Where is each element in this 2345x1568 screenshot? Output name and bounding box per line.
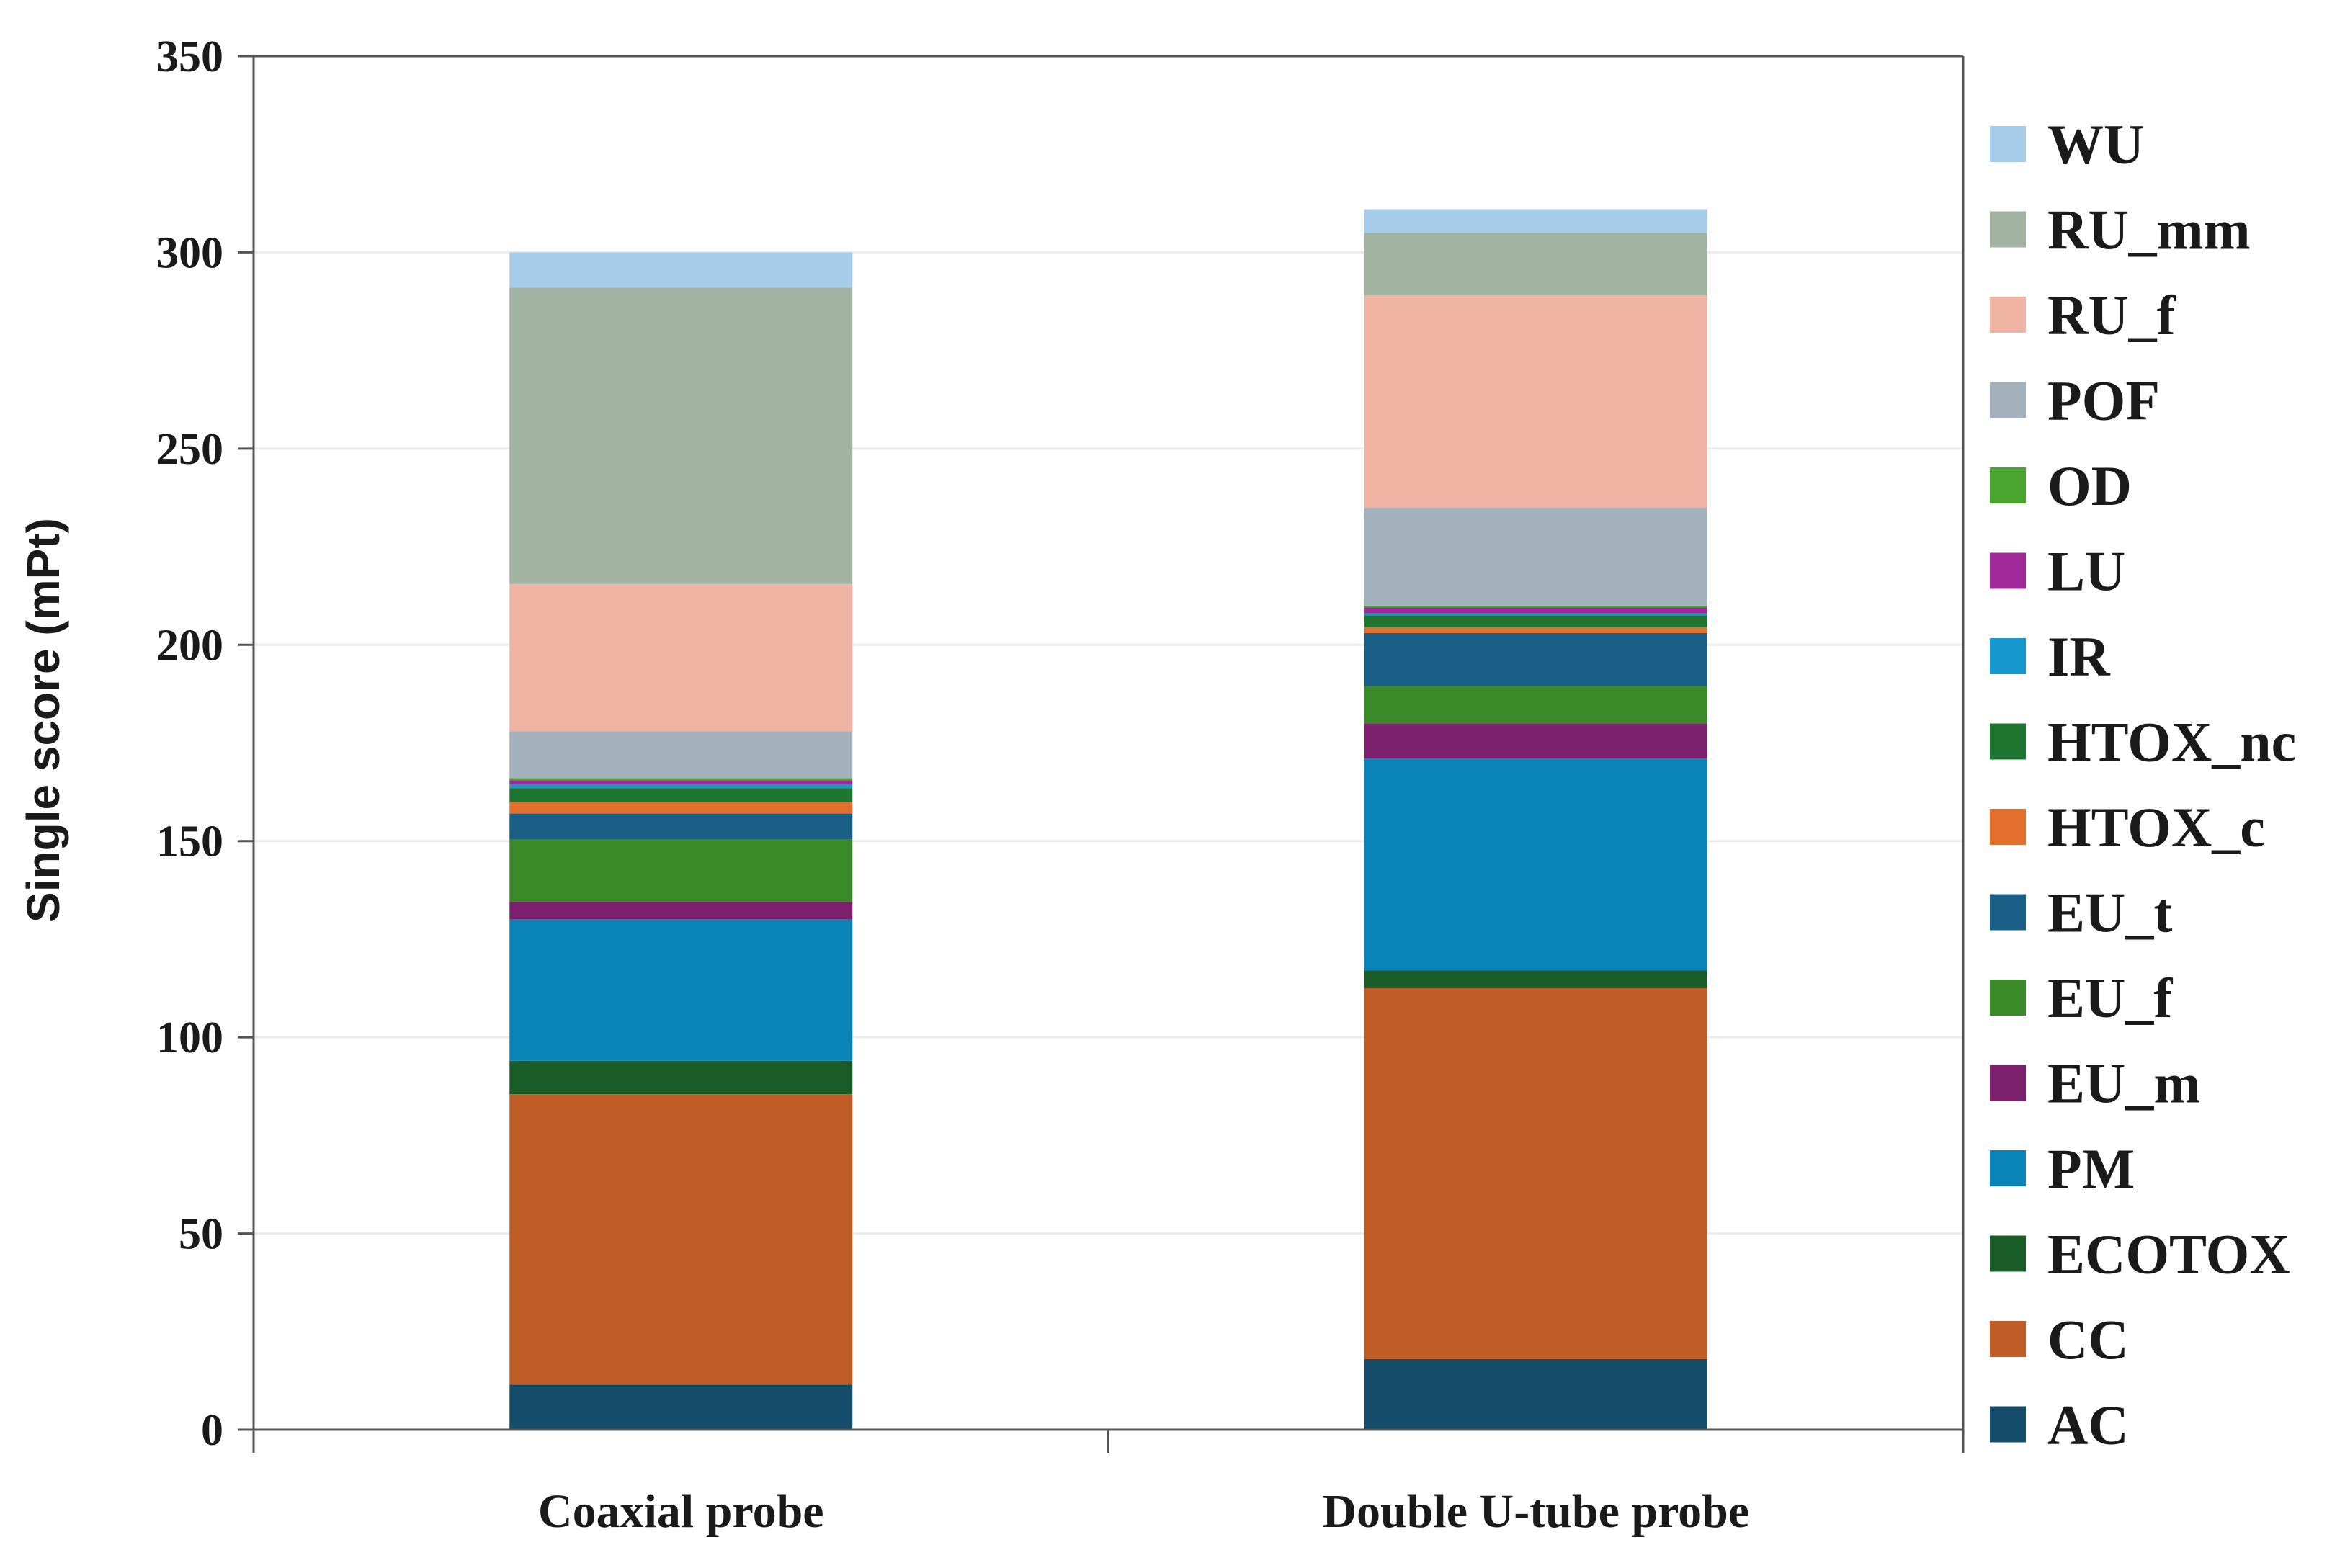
bar-segment-ir-1 <box>1364 613 1707 616</box>
legend-swatch-ecotox <box>1990 1235 2026 1272</box>
legend-label-pof: POF <box>2047 369 2160 432</box>
legend-label-pm: PM <box>2047 1137 2135 1200</box>
legend-label-htox_nc: HTOX_nc <box>2047 711 2296 774</box>
legend-swatch-wu <box>1990 126 2026 162</box>
bar-segment-eu_t-1 <box>1364 632 1707 686</box>
y-tick-label-350: 350 <box>156 32 223 81</box>
legend-label-ru_mm: RU_mm <box>2047 199 2251 261</box>
legend-label-eu_m: EU_m <box>2047 1052 2200 1115</box>
legend-swatch-eu_m <box>1990 1065 2026 1101</box>
bar-segment-ru_f-1 <box>1364 295 1707 508</box>
legend-label-ru_f: RU_f <box>2047 284 2176 346</box>
y-axis-tick-labels: 0 50 100 150 200 250 300 350 <box>156 32 223 1455</box>
bar-segment-ru_f-0 <box>509 583 853 732</box>
axes <box>238 55 1965 1453</box>
bar-segment-eu_t-0 <box>509 813 853 839</box>
bar-segment-eu_m-1 <box>1364 723 1707 759</box>
bar-segment-lu-1 <box>1364 607 1707 614</box>
bar-segment-pm-1 <box>1364 758 1707 971</box>
bar-segment-ru_mm-0 <box>509 287 853 584</box>
bar-segment-htox_nc-0 <box>509 788 853 802</box>
bar-segment-od-1 <box>1364 605 1707 608</box>
bar-segment-cc-1 <box>1364 988 1707 1359</box>
bar-segment-ecotox-0 <box>509 1060 853 1095</box>
bar-segment-od-0 <box>509 778 853 781</box>
legend-label-ecotox: ECOTOX <box>2047 1223 2290 1286</box>
bar-segment-htox_c-0 <box>509 802 853 814</box>
x-category-label-0: Coaxial probe <box>538 1485 824 1538</box>
legend: WU RU_mm RU_f POF OD LU IR HTOX_nc HTOX_c EU_t EU_… <box>1990 113 2296 1456</box>
legend-label-eu_t: EU_t <box>2047 882 2172 944</box>
bar-segment-wu-1 <box>1364 209 1707 233</box>
bar-segment-ac-1 <box>1364 1358 1707 1430</box>
x-category-label-1: Double U-tube probe <box>1322 1485 1749 1538</box>
bar-segment-pof-1 <box>1364 507 1707 606</box>
y-tick-label-50: 50 <box>179 1210 223 1259</box>
legend-label-ir: IR <box>2047 625 2111 688</box>
bar-segment-ecotox-1 <box>1364 970 1707 989</box>
legend-swatch-pof <box>1990 382 2026 418</box>
bar-segment-ac-0 <box>509 1384 853 1430</box>
bar-segment-htox_c-1 <box>1364 627 1707 633</box>
y-tick-label-250: 250 <box>156 425 223 474</box>
legend-swatch-ru_f <box>1990 297 2026 333</box>
legend-swatch-htox_nc <box>1990 723 2026 760</box>
legend-label-od: OD <box>2047 454 2132 517</box>
legend-label-eu_f: EU_f <box>2047 967 2173 1029</box>
x-axis-category-labels: Coaxial probe Double U-tube probe <box>538 1485 1749 1538</box>
legend-label-wu: WU <box>2047 113 2144 176</box>
y-tick-label-150: 150 <box>156 817 223 866</box>
bar-segment-eu_f-1 <box>1364 686 1707 724</box>
bar-segment-eu_m-0 <box>509 902 853 920</box>
bar-segment-lu-0 <box>509 780 853 784</box>
bar-segment-wu-0 <box>509 252 853 288</box>
legend-swatch-od <box>1990 467 2026 503</box>
y-tick-label-200: 200 <box>156 621 223 670</box>
legend-swatch-lu <box>1990 552 2026 589</box>
y-axis-title: Single score (mPt) <box>17 518 69 923</box>
legend-label-htox_c: HTOX_c <box>2047 796 2265 859</box>
legend-label-cc: CC <box>2047 1308 2129 1371</box>
legend-swatch-htox_c <box>1990 809 2026 845</box>
legend-swatch-pm <box>1990 1150 2026 1186</box>
legend-label-ac: AC <box>2047 1394 2129 1456</box>
y-tick-label-0: 0 <box>201 1406 223 1455</box>
legend-swatch-cc <box>1990 1321 2026 1357</box>
bar-segment-pof-0 <box>509 731 853 779</box>
legend-swatch-eu_t <box>1990 894 2026 931</box>
bar-segment-ru_mm-1 <box>1364 233 1707 296</box>
legend-swatch-ac <box>1990 1406 2026 1443</box>
y-tick-label-100: 100 <box>156 1013 223 1062</box>
bar-segment-cc-0 <box>509 1094 853 1385</box>
legend-swatch-ru_mm <box>1990 211 2026 248</box>
bars <box>509 209 1707 1430</box>
legend-swatch-eu_f <box>1990 980 2026 1016</box>
legend-swatch-ir <box>1990 638 2026 674</box>
bar-segment-eu_f-0 <box>509 838 853 902</box>
legend-label-lu: LU <box>2047 540 2125 603</box>
y-tick-label-300: 300 <box>156 228 223 277</box>
bar-segment-ir-0 <box>509 784 853 789</box>
bar-segment-pm-0 <box>509 919 853 1061</box>
bar-segment-htox_nc-1 <box>1364 615 1707 627</box>
